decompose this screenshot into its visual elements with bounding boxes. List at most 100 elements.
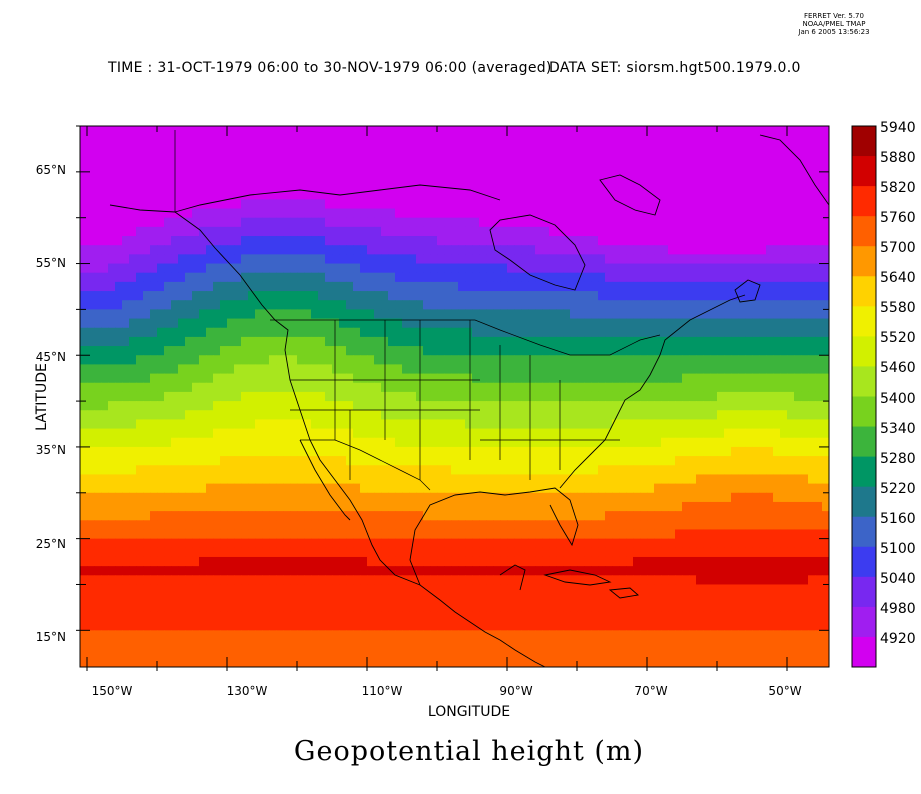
field-cell — [164, 181, 172, 191]
field-cell — [143, 547, 151, 558]
field-cell — [703, 538, 711, 549]
field-cell — [626, 511, 634, 521]
field-cell — [311, 456, 319, 466]
field-cell — [199, 428, 207, 439]
field-cell — [94, 511, 102, 521]
field-cell — [486, 300, 494, 310]
field-cell — [430, 382, 438, 393]
field-cell — [794, 511, 802, 521]
field-cell — [101, 217, 109, 228]
field-cell — [304, 254, 312, 265]
field-cell — [388, 391, 396, 402]
field-cell — [612, 309, 620, 320]
field-cell — [346, 346, 354, 356]
field-cell — [115, 300, 123, 310]
field-cell — [108, 428, 116, 439]
field-cell — [220, 162, 228, 173]
field-cell — [234, 272, 242, 283]
field-cell — [514, 291, 522, 301]
field-cell — [80, 144, 88, 155]
field-cell — [346, 263, 354, 274]
field-cell — [801, 181, 809, 191]
field-cell — [276, 492, 284, 503]
field-cell — [745, 309, 753, 320]
field-cell — [717, 428, 725, 439]
field-cell — [199, 547, 207, 558]
field-cell — [717, 511, 725, 521]
field-cell — [87, 511, 95, 521]
field-cell — [549, 281, 557, 292]
field-cell — [136, 126, 144, 136]
field-cell — [780, 236, 788, 246]
field-cell — [815, 456, 823, 466]
field-cell — [178, 336, 186, 347]
field-cell — [556, 162, 564, 173]
field-cell — [416, 511, 424, 521]
field-cell — [612, 511, 620, 521]
field-cell — [136, 428, 144, 439]
field-cell — [283, 529, 291, 540]
field-cell — [570, 318, 578, 329]
field-cell — [570, 501, 578, 512]
field-cell — [535, 465, 543, 476]
field-cell — [528, 364, 536, 375]
field-cell — [150, 144, 158, 155]
field-cell — [185, 547, 193, 558]
field-cell — [647, 410, 655, 421]
field-cell — [689, 135, 697, 145]
field-cell — [787, 446, 795, 457]
field-cell — [332, 547, 340, 558]
field-cell — [731, 144, 739, 155]
field-cell — [220, 520, 228, 531]
field-cell — [668, 327, 676, 338]
field-cell — [87, 291, 95, 301]
field-cell — [339, 391, 347, 402]
field-cell — [129, 236, 137, 246]
field-cell — [374, 236, 382, 246]
field-cell — [822, 245, 829, 255]
field-cell — [563, 126, 571, 136]
field-cell — [87, 171, 95, 182]
field-cell — [297, 126, 305, 136]
field-cell — [731, 318, 739, 329]
field-cell — [129, 501, 137, 512]
field-cell — [654, 391, 662, 402]
field-cell — [388, 190, 396, 200]
field-cell — [192, 272, 200, 283]
field-cell — [472, 456, 480, 466]
field-cell — [661, 474, 669, 485]
field-cell — [248, 492, 256, 503]
field-cell — [591, 437, 599, 448]
field-cell — [339, 153, 347, 164]
field-cell — [570, 419, 578, 430]
field-cell — [556, 336, 564, 347]
field-cell — [647, 245, 655, 255]
field-cell — [360, 373, 368, 384]
field-cell — [185, 373, 193, 384]
field-cell — [262, 208, 270, 219]
field-cell — [500, 300, 508, 310]
field-cell — [577, 382, 585, 393]
field-cell — [507, 181, 515, 191]
field-cell — [234, 336, 242, 347]
field-cell — [423, 483, 431, 494]
field-cell — [563, 538, 571, 549]
field-cell — [227, 391, 235, 402]
field-cell — [402, 474, 410, 485]
field-cell — [129, 373, 137, 384]
field-cell — [192, 208, 200, 219]
field-cell — [262, 245, 270, 255]
field-cell — [199, 291, 207, 301]
field-cell — [234, 236, 242, 246]
field-cell — [654, 364, 662, 375]
field-cell — [640, 364, 648, 375]
field-cell — [472, 162, 480, 173]
field-cell — [129, 437, 137, 448]
field-cell — [738, 492, 746, 503]
field-cell — [766, 529, 774, 540]
field-cell — [437, 410, 445, 421]
field-cell — [598, 144, 606, 155]
field-cell — [353, 144, 361, 155]
field-cell — [563, 511, 571, 521]
field-cell — [262, 391, 270, 402]
